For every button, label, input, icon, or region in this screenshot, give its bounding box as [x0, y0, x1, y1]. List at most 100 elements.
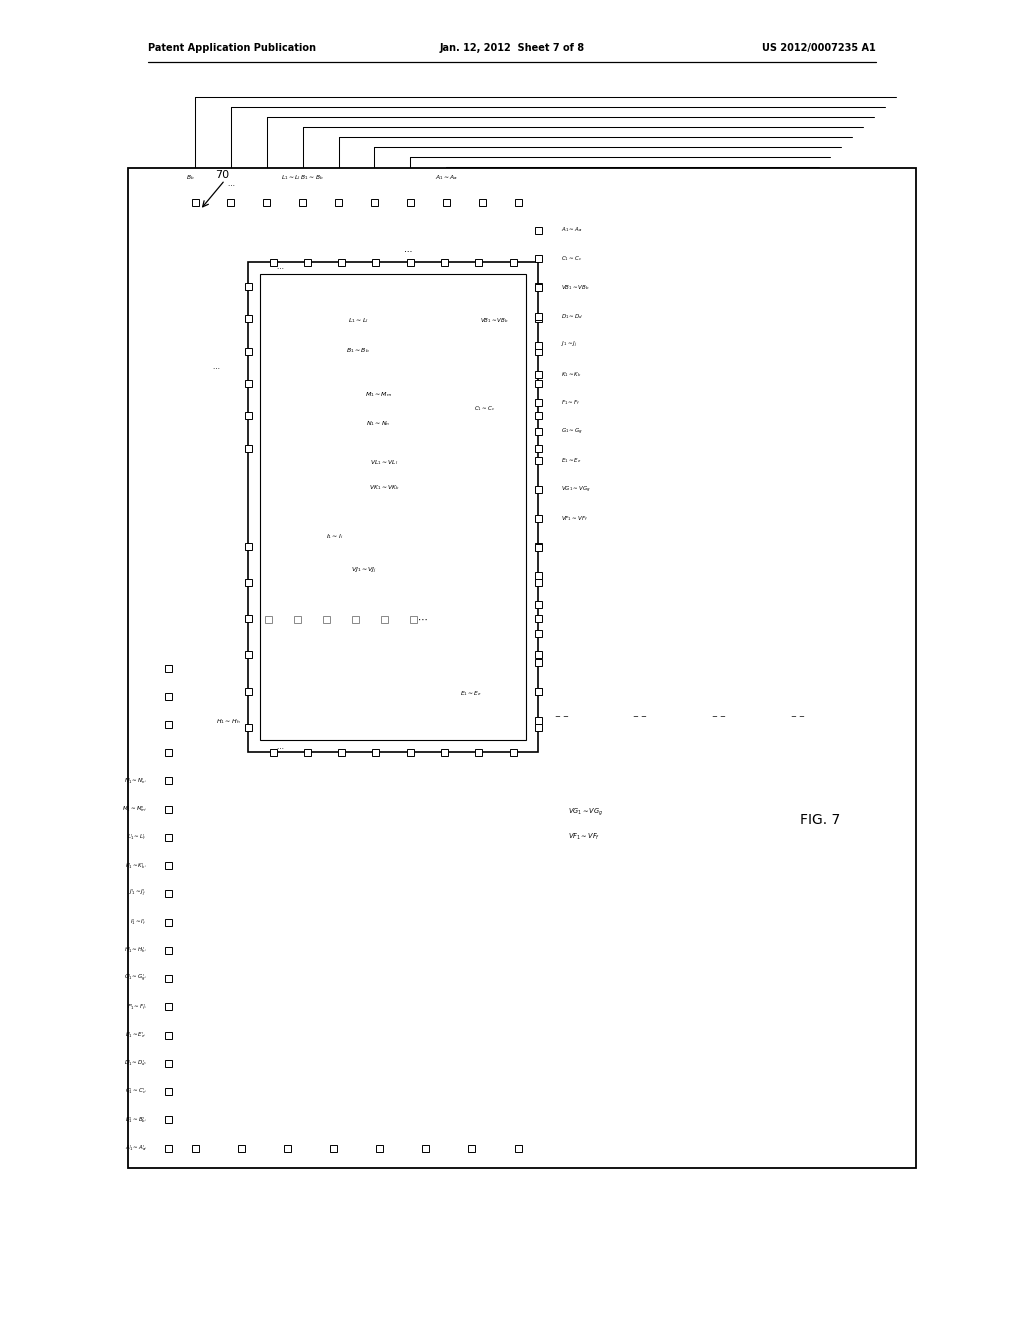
Bar [535, 347, 542, 355]
Text: $C_1{\sim}C_c$: $C_1{\sim}C_c$ [561, 255, 582, 263]
Bar [294, 616, 300, 623]
Bar [284, 1144, 291, 1151]
Bar [373, 259, 379, 265]
Bar [535, 371, 542, 378]
Text: $VJ_1{\sim}VJ_j$: $VJ_1{\sim}VJ_j$ [351, 565, 377, 576]
Bar [264, 616, 271, 623]
Bar [245, 652, 252, 659]
Text: $L_1{\sim}L_l\;B_1{\sim}B_b$: $L_1{\sim}L_l\;B_1{\sim}B_b$ [282, 173, 324, 182]
Bar [165, 777, 171, 784]
Text: $F_1{\sim}F_f$: $F_1{\sim}F_f$ [561, 399, 581, 408]
Text: $D_1{\sim}D_d$: $D_1{\sim}D_d$ [561, 312, 584, 321]
Bar [407, 748, 414, 755]
Text: $B_1'{\sim}B_{b'}'$: $B_1'{\sim}B_{b'}'$ [125, 1115, 147, 1125]
Text: $\cdots$: $\cdots$ [275, 743, 284, 751]
Bar [535, 717, 542, 723]
Text: $L_1'{\sim}L_{l'}'$: $L_1'{\sim}L_{l'}'$ [127, 833, 147, 842]
Bar [165, 664, 171, 672]
Bar [514, 198, 521, 206]
Bar [245, 723, 252, 731]
Bar [165, 891, 171, 898]
Bar [535, 573, 542, 579]
Bar [535, 688, 542, 694]
Text: US 2012/0007235 A1: US 2012/0007235 A1 [762, 44, 876, 53]
Text: $VB_1{\sim}VB_b$: $VB_1{\sim}VB_b$ [480, 317, 509, 325]
Bar [422, 1144, 429, 1151]
Text: $-\,-$: $-\,-$ [791, 711, 806, 719]
Text: $J_1'{\sim}J_{j'}'$: $J_1'{\sim}J_{j'}'$ [129, 888, 147, 899]
Text: $E_1'{\sim}E_{e'}'$: $E_1'{\sim}E_{e'}'$ [125, 1030, 147, 1040]
Bar [191, 198, 199, 206]
Bar [535, 515, 542, 521]
Bar [535, 615, 542, 622]
Bar [535, 315, 542, 322]
Bar [351, 616, 358, 623]
Bar [478, 198, 485, 206]
Bar [304, 748, 311, 755]
Text: $VG_1{\sim}VG_g$: $VG_1{\sim}VG_g$ [568, 807, 603, 818]
Bar [245, 688, 252, 694]
Text: $VF_1{\sim}VF_f$: $VF_1{\sim}VF_f$ [568, 832, 600, 842]
Bar [238, 1144, 245, 1151]
Bar [535, 652, 542, 659]
Text: $VB_1{\sim}VB_b$: $VB_1{\sim}VB_b$ [561, 284, 590, 292]
Bar [510, 259, 516, 265]
Text: $VG_1{\sim}VG_g$: $VG_1{\sim}VG_g$ [561, 484, 591, 495]
Bar [330, 1144, 337, 1151]
Bar [407, 259, 414, 265]
Bar [535, 227, 542, 234]
Bar [535, 688, 542, 694]
Bar [535, 412, 542, 420]
Text: $M_1{\sim}M_m$: $M_1{\sim}M_m$ [365, 389, 392, 399]
Text: $G_1'{\sim}G_{g'}'$: $G_1'{\sim}G_{g'}'$ [124, 973, 147, 985]
Text: $\cdots$: $\cdots$ [226, 180, 234, 187]
Bar [165, 1144, 171, 1151]
Text: $\cdots$: $\cdots$ [275, 263, 284, 271]
Text: Jan. 12, 2012  Sheet 7 of 8: Jan. 12, 2012 Sheet 7 of 8 [439, 44, 585, 53]
Text: $M_1'{\sim}M_{m'}'$: $M_1'{\sim}M_{m'}'$ [122, 804, 147, 814]
Bar [535, 601, 542, 609]
Bar [245, 579, 252, 586]
Bar [535, 282, 542, 290]
Bar [245, 412, 252, 420]
Bar [245, 543, 252, 549]
Bar [165, 1031, 171, 1039]
Bar [535, 544, 542, 550]
Bar [475, 259, 482, 265]
Text: 70: 70 [215, 170, 229, 180]
Bar [165, 1088, 171, 1096]
Bar [165, 919, 171, 925]
Text: $-\,-$: $-\,-$ [633, 711, 648, 719]
Text: $B_b$: $B_b$ [185, 173, 195, 182]
Bar [535, 486, 542, 492]
Bar [245, 347, 252, 355]
Text: $\cdots$: $\cdots$ [417, 615, 427, 624]
Bar [227, 198, 234, 206]
Text: $K_1{\sim}K_k$: $K_1{\sim}K_k$ [561, 370, 582, 379]
Text: $C_1'{\sim}C_{c'}'$: $C_1'{\sim}C_{c'}'$ [125, 1086, 147, 1097]
Bar [442, 198, 450, 206]
Text: $N_1'{\sim}N_{n'}'$: $N_1'{\sim}N_{n'}'$ [124, 776, 147, 785]
Bar [299, 198, 306, 206]
Bar [535, 579, 542, 586]
Text: $E_1{\sim}E_e$: $E_1{\sim}E_e$ [561, 457, 582, 465]
Bar [165, 750, 171, 756]
Bar [373, 748, 379, 755]
Bar [441, 748, 447, 755]
Text: $C_1{\sim}C_c$: $C_1{\sim}C_c$ [474, 404, 496, 413]
Text: $A_1{\sim}A_a$: $A_1{\sim}A_a$ [435, 173, 458, 182]
Bar [441, 259, 447, 265]
Text: $-\,-$: $-\,-$ [554, 711, 569, 719]
Bar [165, 1117, 171, 1123]
Bar [245, 282, 252, 290]
Bar [245, 380, 252, 387]
Text: $I_1'{\sim}I_{i'}'$: $I_1'{\sim}I_{i'}'$ [130, 917, 147, 927]
Bar [535, 659, 542, 665]
Text: $A_1{\sim}A_a$: $A_1{\sim}A_a$ [561, 226, 583, 235]
Text: $L_1{\sim}L_l$: $L_1{\sim}L_l$ [348, 317, 369, 325]
Bar [338, 259, 345, 265]
Bar [410, 616, 417, 623]
Text: $K_1'{\sim}K_{k'}'$: $K_1'{\sim}K_{k'}'$ [125, 861, 147, 870]
Bar [191, 1144, 199, 1151]
Text: $I_1{\sim}I_i$: $I_1{\sim}I_i$ [327, 532, 344, 541]
